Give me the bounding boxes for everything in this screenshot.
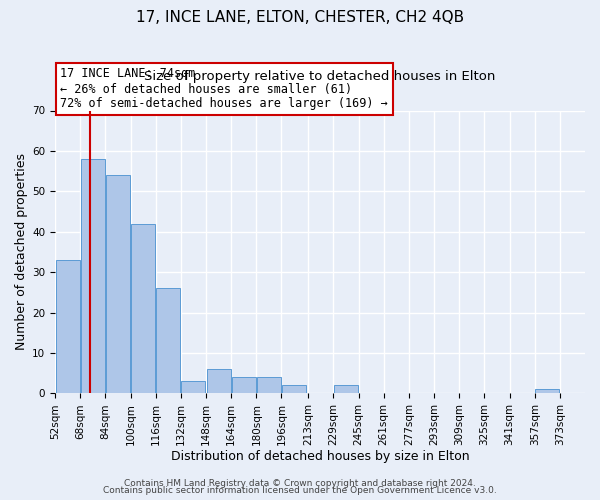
- Bar: [131, 224, 155, 394]
- Text: Contains HM Land Registry data © Crown copyright and database right 2024.: Contains HM Land Registry data © Crown c…: [124, 478, 476, 488]
- Text: 17 INCE LANE: 74sqm
← 26% of detached houses are smaller (61)
72% of semi-detach: 17 INCE LANE: 74sqm ← 26% of detached ho…: [61, 68, 388, 110]
- X-axis label: Distribution of detached houses by size in Elton: Distribution of detached houses by size …: [170, 450, 469, 462]
- Bar: [181, 382, 205, 394]
- Text: Contains public sector information licensed under the Open Government Licence v3: Contains public sector information licen…: [103, 486, 497, 495]
- Bar: [156, 288, 180, 394]
- Bar: [257, 378, 281, 394]
- Bar: [81, 159, 105, 394]
- Bar: [334, 386, 358, 394]
- Bar: [535, 390, 559, 394]
- Title: Size of property relative to detached houses in Elton: Size of property relative to detached ho…: [145, 70, 496, 83]
- Bar: [232, 378, 256, 394]
- Bar: [56, 260, 80, 394]
- Bar: [106, 175, 130, 394]
- Bar: [282, 386, 306, 394]
- Y-axis label: Number of detached properties: Number of detached properties: [15, 154, 28, 350]
- Bar: [206, 369, 230, 394]
- Text: 17, INCE LANE, ELTON, CHESTER, CH2 4QB: 17, INCE LANE, ELTON, CHESTER, CH2 4QB: [136, 10, 464, 25]
